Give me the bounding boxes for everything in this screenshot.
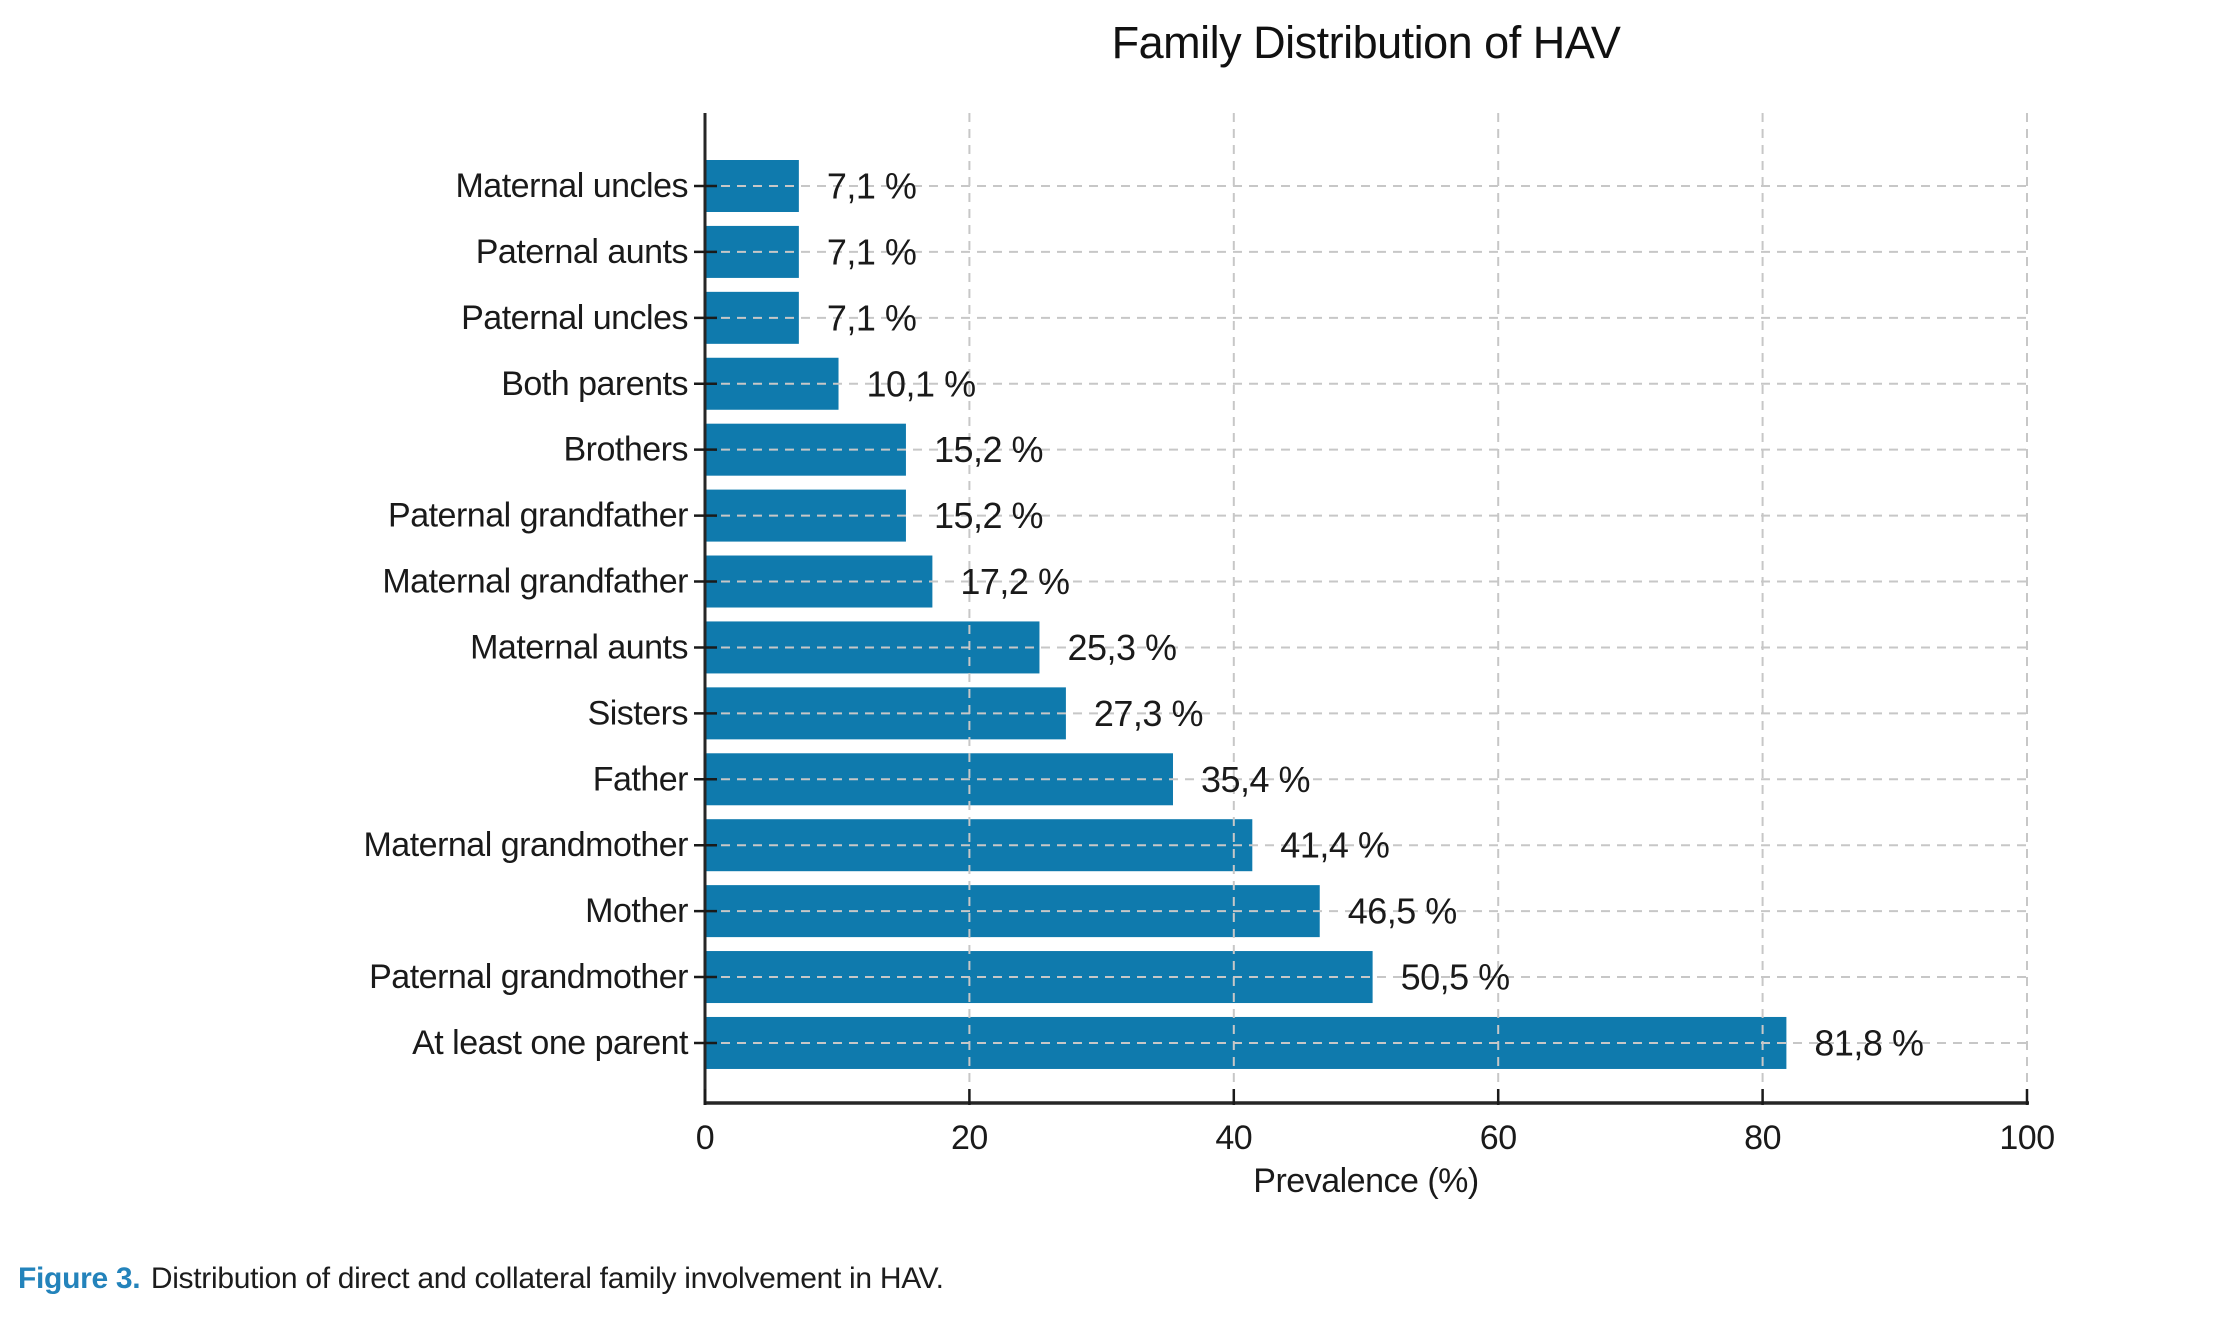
category-label: Both parents bbox=[501, 365, 688, 403]
category-label: Maternal uncles bbox=[455, 167, 688, 205]
bar-value-label: 15,2 % bbox=[934, 429, 1043, 470]
category-label: At least one parent bbox=[412, 1024, 689, 1062]
category-label: Paternal aunts bbox=[476, 233, 688, 271]
bar-value-label: 17,2 % bbox=[960, 561, 1069, 602]
category-label: Father bbox=[593, 760, 688, 798]
x-axis-label: Prevalence (%) bbox=[1253, 1162, 1478, 1200]
x-tick-label: 80 bbox=[1744, 1119, 1781, 1157]
figure-caption: Figure 3. Distribution of direct and coll… bbox=[18, 1262, 944, 1296]
category-label: Sisters bbox=[588, 694, 688, 732]
x-tick-label: 0 bbox=[696, 1119, 714, 1157]
bar bbox=[705, 160, 799, 212]
bar-value-label: 27,3 % bbox=[1094, 693, 1203, 734]
category-label: Mother bbox=[585, 892, 688, 930]
bar-value-label: 10,1 % bbox=[867, 363, 976, 404]
category-label: Paternal grandmother bbox=[369, 958, 688, 996]
x-tick-label: 20 bbox=[951, 1119, 988, 1157]
x-tick-label: 40 bbox=[1215, 1119, 1252, 1157]
category-label: Paternal grandfather bbox=[388, 497, 688, 535]
bar bbox=[705, 225, 799, 278]
category-label: Maternal grandfather bbox=[382, 563, 688, 601]
bar bbox=[705, 291, 799, 344]
bar-value-label: 35,4 % bbox=[1201, 759, 1310, 800]
bar-value-label: 7,1 % bbox=[827, 231, 917, 272]
bar-value-label: 81,8 % bbox=[1814, 1022, 1923, 1063]
bar-value-label: 25,3 % bbox=[1067, 627, 1176, 668]
bar-value-label: 41,4 % bbox=[1280, 825, 1389, 866]
bar-value-label: 7,1 % bbox=[827, 297, 917, 338]
bar-value-label: 15,2 % bbox=[934, 495, 1043, 536]
bar-value-label: 46,5 % bbox=[1348, 891, 1457, 932]
bar-value-label: 50,5 % bbox=[1401, 957, 1510, 998]
bar-value-label: 7,1 % bbox=[827, 166, 917, 207]
figure-caption-text: Distribution of direct and collateral fa… bbox=[150, 1262, 944, 1295]
figure-caption-label: Figure 3. bbox=[18, 1262, 141, 1295]
chart-title: Family Distribution of HAV bbox=[1111, 17, 1621, 68]
category-label: Maternal aunts bbox=[470, 628, 688, 666]
bar bbox=[705, 951, 1373, 1004]
category-label: Brothers bbox=[564, 431, 689, 469]
category-label: Maternal grandmother bbox=[363, 826, 688, 864]
bar-chart: Maternal uncles Paternal aunts Paternal un… bbox=[363, 113, 2055, 1200]
category-label: Paternal uncles bbox=[461, 299, 688, 337]
x-tick-label: 60 bbox=[1480, 1119, 1517, 1157]
x-tick-label: 100 bbox=[1999, 1119, 2054, 1157]
